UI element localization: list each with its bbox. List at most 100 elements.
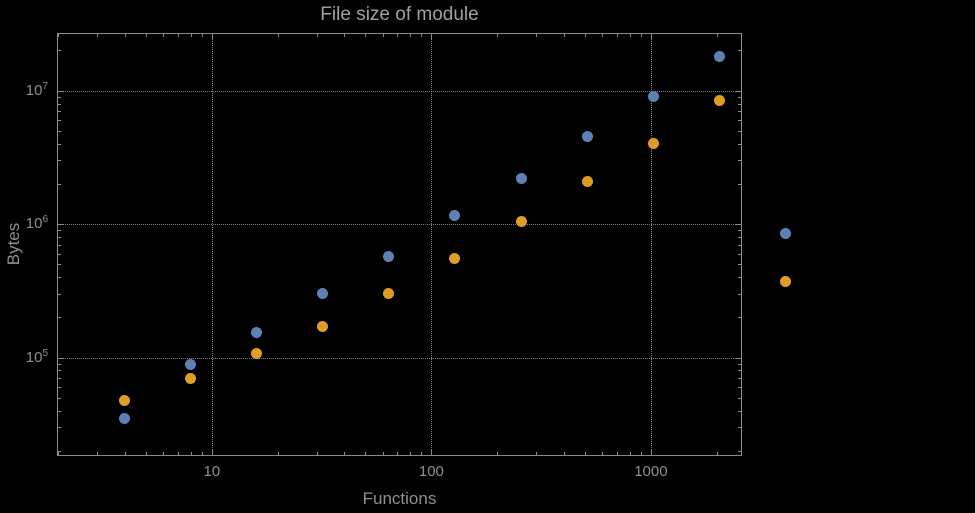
x-tick-label: 1000 <box>634 463 668 480</box>
tick-mark <box>738 120 741 122</box>
tick-mark <box>536 34 538 37</box>
tick-mark <box>211 34 213 40</box>
gridline-horizontal <box>57 357 742 359</box>
data-point-series-2 <box>713 94 725 106</box>
tick-mark <box>382 34 384 37</box>
tick-mark <box>58 378 61 380</box>
tick-mark <box>738 264 741 266</box>
y-tick-base: 10 <box>25 215 43 233</box>
tick-mark <box>735 224 741 226</box>
tick-mark <box>58 130 61 132</box>
data-point-series-2 <box>383 288 395 300</box>
tick-mark <box>58 264 61 266</box>
tick-mark <box>190 34 192 37</box>
tick-mark <box>145 34 147 37</box>
tick-mark <box>738 387 741 389</box>
tick-mark <box>397 34 399 37</box>
y-tick-base: 10 <box>25 348 43 366</box>
tick-mark <box>738 96 741 98</box>
chart-title: File size of module <box>320 4 479 25</box>
tick-mark <box>738 230 741 232</box>
data-point-series-2 <box>515 215 527 227</box>
gridline-horizontal <box>57 90 742 92</box>
tick-mark <box>431 449 433 455</box>
y-tick-exponent: 5 <box>42 347 48 359</box>
tick-mark <box>177 452 179 455</box>
tick-mark <box>344 34 346 37</box>
tick-mark <box>277 34 279 37</box>
tick-mark <box>58 363 61 365</box>
tick-mark <box>602 452 604 455</box>
tick-mark <box>58 387 61 389</box>
tick-mark <box>616 452 618 455</box>
tick-mark <box>650 449 652 455</box>
tick-mark <box>563 452 565 455</box>
tick-mark <box>58 293 61 295</box>
tick-mark <box>58 183 61 185</box>
tick-mark <box>211 449 213 455</box>
tick-mark <box>58 253 61 255</box>
tick-mark <box>738 427 741 429</box>
data-point-series-1 <box>581 131 593 143</box>
tick-mark <box>316 452 318 455</box>
gridline-vertical <box>431 33 433 456</box>
data-point-series-1 <box>119 412 131 424</box>
tick-mark <box>277 452 279 455</box>
tick-mark <box>640 34 642 37</box>
tick-mark <box>629 452 631 455</box>
tick-mark <box>421 452 423 455</box>
tick-mark <box>58 50 61 52</box>
tick-mark <box>124 452 126 455</box>
tick-mark <box>58 317 61 319</box>
data-point-series-1 <box>515 172 527 184</box>
data-point-series-1 <box>647 91 659 103</box>
tick-mark <box>58 230 61 232</box>
tick-mark <box>738 183 741 185</box>
gridline-vertical <box>211 33 213 456</box>
data-point-series-1 <box>185 359 197 371</box>
tick-mark <box>584 452 586 455</box>
tick-mark <box>58 397 61 399</box>
tick-mark <box>738 277 741 279</box>
data-point-series-1 <box>317 288 329 300</box>
tick-mark <box>738 363 741 365</box>
tick-mark <box>58 160 61 162</box>
tick-mark <box>738 253 741 255</box>
tick-mark <box>58 111 61 113</box>
tick-mark <box>190 452 192 455</box>
data-point-series-1 <box>383 251 395 263</box>
tick-mark <box>536 452 538 455</box>
tick-mark <box>716 34 718 37</box>
data-point-series-1 <box>449 210 461 222</box>
tick-mark <box>738 130 741 132</box>
tick-mark <box>58 410 61 412</box>
y-tick-exponent: 7 <box>42 80 48 92</box>
y-tick-label: 106 <box>26 214 48 232</box>
tick-mark <box>738 370 741 372</box>
data-point-series-1 <box>713 51 725 62</box>
tick-mark <box>58 96 61 98</box>
tick-mark <box>58 370 61 372</box>
tick-mark <box>145 452 147 455</box>
tick-mark <box>738 143 741 145</box>
tick-mark <box>58 120 61 122</box>
data-point-series-2 <box>119 394 131 406</box>
tick-mark <box>738 410 741 412</box>
tick-mark <box>735 90 741 92</box>
tick-mark <box>738 244 741 246</box>
tick-mark <box>124 34 126 37</box>
tick-mark <box>201 34 203 37</box>
data-point-series-2 <box>185 372 197 384</box>
tick-mark <box>58 224 64 226</box>
tick-mark <box>410 452 412 455</box>
tick-mark <box>365 452 367 455</box>
tick-mark <box>58 450 61 452</box>
data-point-series-1 <box>779 227 791 239</box>
tick-mark <box>58 103 61 105</box>
tick-mark <box>58 452 60 455</box>
x-tick-label: 100 <box>418 463 444 480</box>
tick-mark <box>316 34 318 37</box>
tick-mark <box>735 357 741 359</box>
tick-mark <box>738 378 741 380</box>
